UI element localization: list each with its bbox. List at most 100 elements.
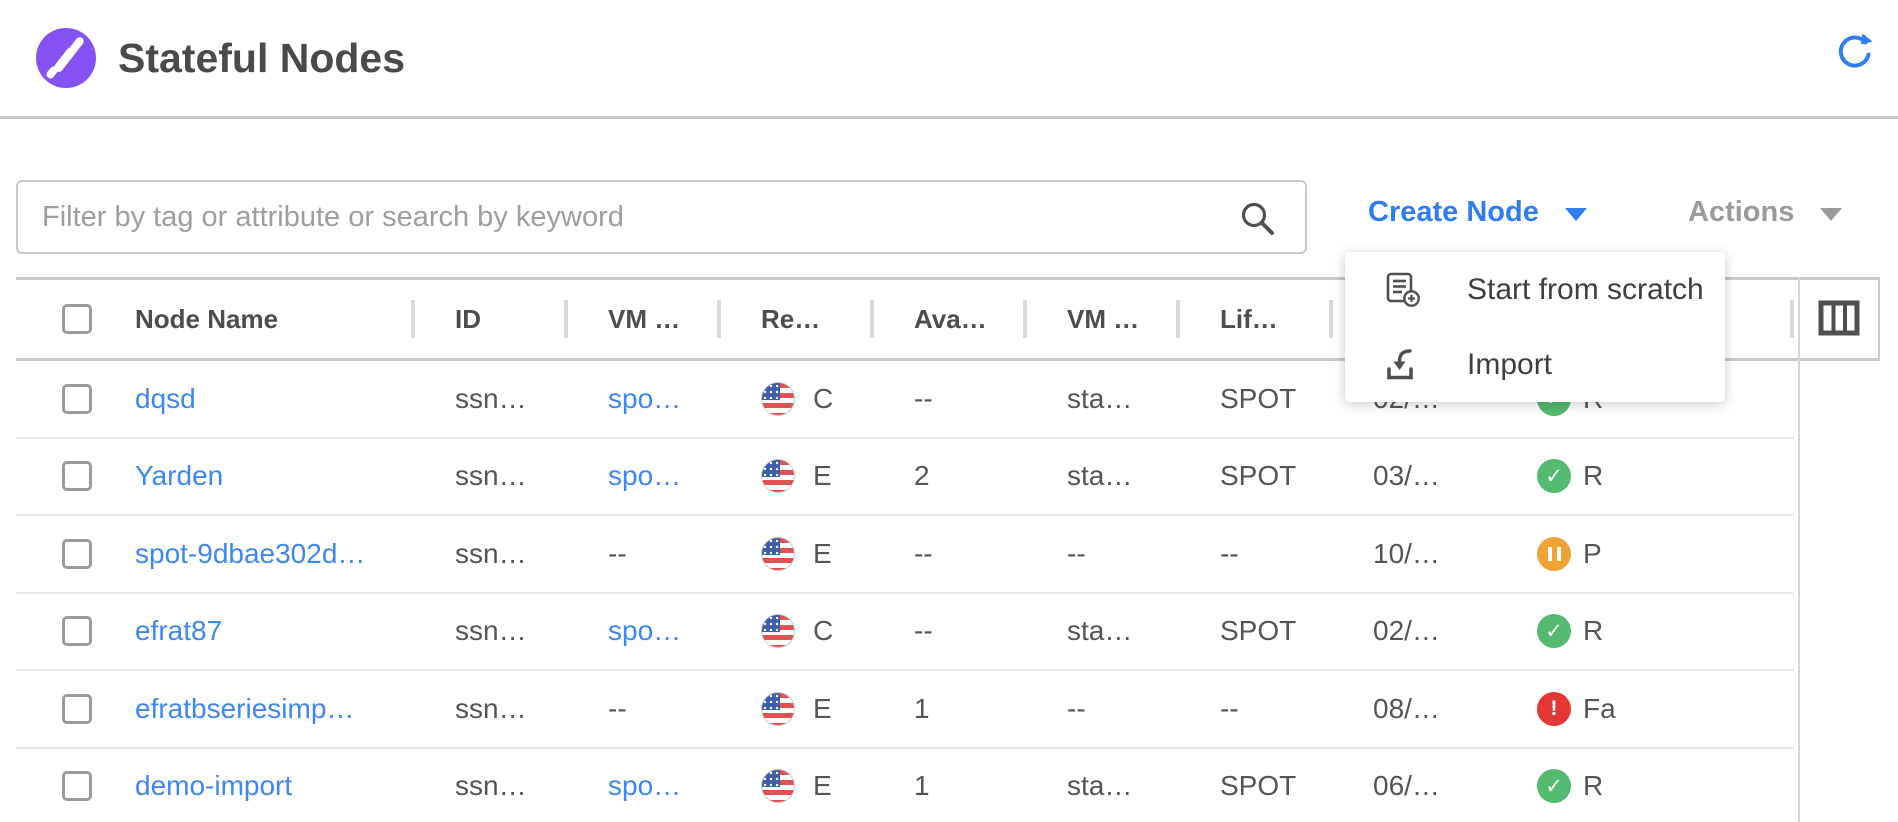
node-name-link[interactable]: efratbseriesimp… bbox=[135, 692, 355, 724]
search-icon[interactable] bbox=[1239, 200, 1277, 238]
row-checkbox[interactable] bbox=[62, 693, 92, 724]
created-date-value: 03/… bbox=[1373, 460, 1440, 492]
document-add-icon bbox=[1386, 272, 1420, 307]
column-header-lifecycle[interactable]: Lif… bbox=[1176, 280, 1331, 358]
us-flag-icon bbox=[761, 459, 795, 494]
chevron-down-icon bbox=[1564, 208, 1587, 221]
vm-size-value: sta… bbox=[1067, 382, 1133, 414]
refresh-icon[interactable] bbox=[1834, 31, 1874, 71]
lifecycle-value: -- bbox=[1220, 692, 1239, 724]
column-header-created[interactable] bbox=[1329, 280, 1484, 358]
vm-size-value: sta… bbox=[1067, 615, 1133, 647]
vm-name-link[interactable]: spo… bbox=[608, 382, 682, 414]
spot-logo-icon bbox=[36, 28, 96, 88]
table-header: Node Name ID VM … Re… Ava… VM … Lif… bbox=[16, 280, 1880, 361]
menu-item-label: Import bbox=[1467, 347, 1553, 381]
page-title: Stateful Nodes bbox=[118, 34, 406, 81]
node-id: ssn… bbox=[455, 460, 527, 492]
row-checkbox[interactable] bbox=[62, 383, 92, 414]
availability-zones-value: -- bbox=[914, 615, 933, 647]
vm-name-link: -- bbox=[608, 537, 627, 569]
chevron-down-icon bbox=[1820, 208, 1843, 221]
menu-item-import[interactable]: Import bbox=[1345, 327, 1725, 402]
row-checkbox[interactable] bbox=[62, 461, 92, 492]
created-date-value: 02/… bbox=[1373, 615, 1440, 647]
created-date-value: 10/… bbox=[1373, 537, 1440, 569]
node-name-link[interactable]: spot-9dbae302d… bbox=[135, 537, 366, 569]
row-checkbox[interactable] bbox=[62, 771, 92, 802]
create-node-menu: Start from scratch Import bbox=[1345, 252, 1725, 402]
availability-zones-value: 1 bbox=[914, 692, 930, 724]
app-header: Stateful Nodes bbox=[0, 0, 1898, 119]
lifecycle-value: SPOT bbox=[1220, 615, 1297, 647]
columns-icon bbox=[1818, 300, 1860, 336]
column-header-node-name[interactable]: Node Name bbox=[16, 280, 413, 358]
status-label: R bbox=[1583, 770, 1604, 802]
availability-zones-value: 1 bbox=[914, 770, 930, 802]
create-node-button[interactable]: Create Node bbox=[1368, 196, 1587, 229]
select-all-checkbox[interactable] bbox=[62, 304, 92, 334]
status-label: Fa bbox=[1583, 692, 1616, 724]
vm-name-link: -- bbox=[608, 692, 627, 724]
vm-size-value: sta… bbox=[1067, 460, 1133, 492]
fixed-column-divider bbox=[1798, 277, 1800, 822]
region-value: E bbox=[813, 770, 832, 802]
vm-size-value: -- bbox=[1067, 537, 1086, 569]
availability-zones-value: 2 bbox=[914, 460, 930, 492]
table-body: dqsd ssn… spo… C -- sta… SPOT 02/… R Yar… bbox=[16, 361, 1880, 822]
created-date-value: 08/… bbox=[1373, 692, 1440, 724]
table-row: Yarden ssn… spo… E 2 sta… SPOT 03/… R bbox=[16, 439, 1794, 516]
lifecycle-value: SPOT bbox=[1220, 382, 1297, 414]
status-badge bbox=[1537, 614, 1571, 649]
table-row: efrat87 ssn… spo… C -- sta… SPOT 02/… R bbox=[16, 594, 1794, 671]
actions-button[interactable]: Actions bbox=[1688, 196, 1843, 229]
region-value: C bbox=[813, 615, 834, 647]
node-id: ssn… bbox=[455, 770, 527, 802]
menu-item-start-from-scratch[interactable]: Start from scratch bbox=[1345, 252, 1725, 327]
vm-size-value: -- bbox=[1067, 692, 1086, 724]
column-header-availability[interactable]: Ava… bbox=[870, 280, 1025, 358]
node-name-link[interactable]: Yarden bbox=[135, 460, 224, 492]
filter-input[interactable] bbox=[16, 180, 1307, 254]
column-header-vm-name[interactable]: VM … bbox=[564, 280, 719, 358]
vm-name-link[interactable]: spo… bbox=[608, 770, 682, 802]
column-header-id[interactable]: ID bbox=[411, 280, 566, 358]
node-id: ssn… bbox=[455, 692, 527, 724]
created-date-value: 06/… bbox=[1373, 770, 1440, 802]
table-row: demo-import ssn… spo… E 1 sta… SPOT 06/…… bbox=[16, 749, 1794, 822]
vm-size-value: sta… bbox=[1067, 770, 1133, 802]
status-label: R bbox=[1583, 460, 1604, 492]
node-name-link[interactable]: demo-import bbox=[135, 770, 293, 802]
us-flag-icon bbox=[761, 381, 795, 416]
node-name-link[interactable]: efrat87 bbox=[135, 615, 223, 647]
region-value: E bbox=[813, 460, 832, 492]
row-checkbox[interactable] bbox=[62, 616, 92, 647]
column-header-region[interactable]: Re… bbox=[717, 280, 872, 358]
lifecycle-value: SPOT bbox=[1220, 460, 1297, 492]
us-flag-icon bbox=[761, 691, 795, 726]
us-flag-icon bbox=[761, 536, 795, 571]
import-icon bbox=[1387, 348, 1413, 379]
nodes-table: Node Name ID VM … Re… Ava… VM … Lif… bbox=[16, 277, 1880, 822]
region-value: E bbox=[813, 537, 832, 569]
column-header-vm-size[interactable]: VM … bbox=[1023, 280, 1178, 358]
vm-name-link[interactable]: spo… bbox=[608, 615, 682, 647]
row-checkbox[interactable] bbox=[62, 538, 92, 569]
availability-zones-value: -- bbox=[914, 382, 933, 414]
create-node-label: Create Node bbox=[1368, 196, 1539, 228]
table-row: spot-9dbae302d… ssn… -- E -- -- -- 10/… … bbox=[16, 516, 1794, 594]
status-label: P bbox=[1583, 537, 1602, 569]
actions-label: Actions bbox=[1688, 196, 1795, 228]
column-picker-button[interactable] bbox=[1798, 280, 1880, 358]
region-value: C bbox=[813, 382, 834, 414]
menu-item-label: Start from scratch bbox=[1467, 272, 1704, 306]
node-id: ssn… bbox=[455, 615, 527, 647]
status-badge bbox=[1537, 536, 1571, 571]
status-badge bbox=[1537, 769, 1571, 804]
node-id: ssn… bbox=[455, 537, 527, 569]
status-label: R bbox=[1583, 615, 1604, 647]
us-flag-icon bbox=[761, 769, 795, 804]
vm-name-link[interactable]: spo… bbox=[608, 460, 682, 492]
region-value: E bbox=[813, 692, 832, 724]
node-name-link[interactable]: dqsd bbox=[135, 382, 196, 414]
